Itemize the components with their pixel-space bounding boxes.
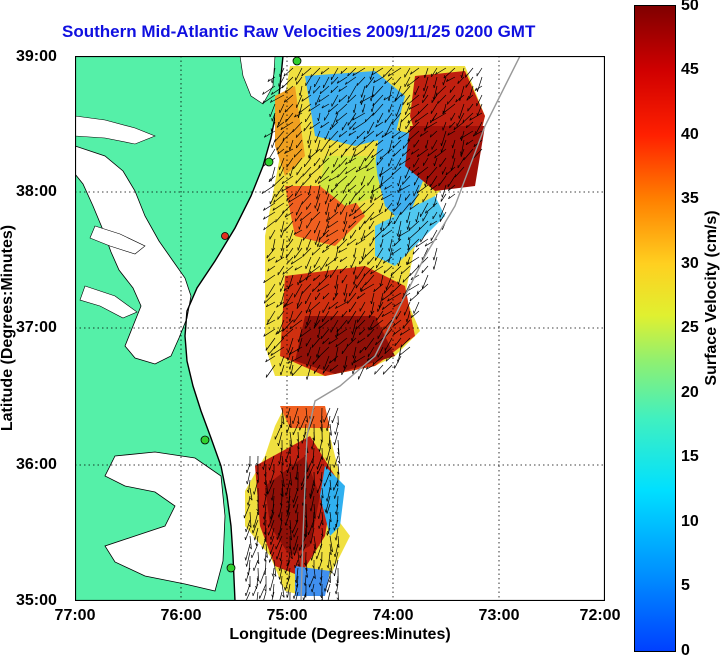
y-tick-label: 39:00 — [16, 48, 57, 66]
vector-arrowhead — [302, 503, 303, 506]
map-title: Southern Mid-Atlantic Raw Velocities 200… — [62, 22, 535, 42]
vector-arrowhead — [302, 441, 303, 444]
y-tick-label: 35:00 — [16, 592, 57, 610]
vector-arrowhead — [334, 528, 335, 531]
vector-arrowhead — [317, 466, 318, 469]
vector-arrowhead — [321, 336, 322, 339]
colorbar-tick-label: 20 — [681, 384, 699, 402]
vector-arrowhead — [285, 571, 286, 574]
colorbar-tick-label: 5 — [681, 577, 690, 595]
vector-arrowhead — [297, 303, 298, 306]
map-plot-area — [75, 56, 605, 601]
colorbar — [634, 5, 676, 652]
vector-arrowhead — [285, 587, 286, 590]
x-axis-label: Longitude (Degrees:Minutes) — [229, 626, 450, 644]
vector-arrowhead — [410, 203, 411, 206]
colorbar-tick-label: 0 — [681, 642, 690, 660]
vector-arrowhead — [370, 200, 371, 203]
x-tick-label: 73:00 — [479, 607, 520, 625]
x-tick-label: 76:00 — [161, 607, 202, 625]
x-tick-label: 75:00 — [267, 607, 308, 625]
vector-arrowhead — [246, 470, 247, 473]
y-tick-label: 36:00 — [16, 456, 57, 474]
x-tick-label: 77:00 — [55, 607, 96, 625]
vector-arrowhead — [267, 255, 268, 258]
y-tick-label: 37:00 — [16, 319, 57, 337]
vector-arrowhead — [310, 496, 311, 499]
vector-arrowhead — [276, 556, 277, 559]
y-axis-label: Latitude (Degrees:Minutes) — [0, 225, 17, 431]
vector-arrowhead — [379, 210, 380, 213]
vector-arrowhead — [402, 93, 403, 96]
colorbar-tick-label: 25 — [681, 319, 699, 337]
colorbar-tick-label: 15 — [681, 448, 699, 466]
colorbar-tick-label: 40 — [681, 126, 699, 144]
vector-arrowhead — [325, 588, 326, 591]
vector-arrowhead — [298, 247, 299, 250]
vector-arrowhead — [304, 128, 305, 131]
x-tick-label: 72:00 — [580, 607, 621, 625]
vector-arrowhead — [385, 209, 386, 212]
colorbar-tick-label: 10 — [681, 513, 699, 531]
vector-arrowhead — [270, 480, 271, 483]
vector-arrowhead — [443, 82, 444, 85]
colorbar-tick-label: 45 — [681, 61, 699, 79]
vector-arrowhead — [272, 118, 273, 121]
vector-arrowhead — [398, 190, 399, 193]
vector-arrowhead — [245, 593, 246, 596]
vector-arrowhead — [465, 74, 466, 77]
vector-arrowhead — [396, 114, 397, 117]
colorbar-tick-label: 35 — [681, 190, 699, 208]
vector-arrowhead — [343, 229, 344, 232]
vector-arrowhead — [270, 551, 271, 554]
vector-arrowhead — [304, 164, 305, 167]
y-tick-label: 38:00 — [16, 183, 57, 201]
vector-arrowhead — [293, 166, 294, 169]
vector-arrowhead — [270, 542, 271, 545]
colorbar-label: Surface Velocity (cm/s) — [703, 210, 721, 385]
vector-arrow — [266, 472, 267, 485]
vector-arrowhead — [327, 533, 328, 536]
vector-arrowhead — [319, 526, 320, 529]
vector-arrowhead — [286, 119, 287, 122]
x-tick-label: 74:00 — [373, 607, 414, 625]
vector-arrowhead — [268, 532, 269, 535]
vector-arrowhead — [403, 146, 404, 149]
vector-arrowhead — [461, 154, 462, 157]
vector-arrowhead — [288, 350, 289, 353]
vector-arrowhead — [377, 162, 378, 165]
vector-arrowhead — [447, 101, 448, 104]
vector-arrowhead — [361, 238, 362, 241]
vector-arrowhead — [459, 116, 460, 119]
vector-arrowhead — [299, 227, 300, 230]
vector-arrow — [314, 472, 315, 486]
vector-arrowhead — [315, 205, 316, 208]
vector-arrowhead — [347, 301, 348, 304]
colorbar-tick-label: 30 — [681, 255, 699, 273]
vector-arrow — [322, 448, 323, 460]
vector-arrowhead — [359, 261, 360, 264]
vector-arrow — [258, 568, 259, 581]
vector-arrowhead — [424, 128, 425, 131]
colorbar-tick-label: 50 — [681, 0, 699, 15]
vector-arrowhead — [295, 565, 296, 568]
vector-arrowhead — [331, 317, 332, 320]
vector-arrowhead — [316, 556, 317, 559]
vector-arrowhead — [317, 490, 318, 493]
vector-arrowhead — [334, 465, 335, 468]
vector-arrowhead — [388, 110, 389, 113]
vector-arrowhead — [325, 201, 326, 204]
vector-arrowhead — [352, 371, 353, 374]
vector-arrowhead — [289, 239, 290, 242]
